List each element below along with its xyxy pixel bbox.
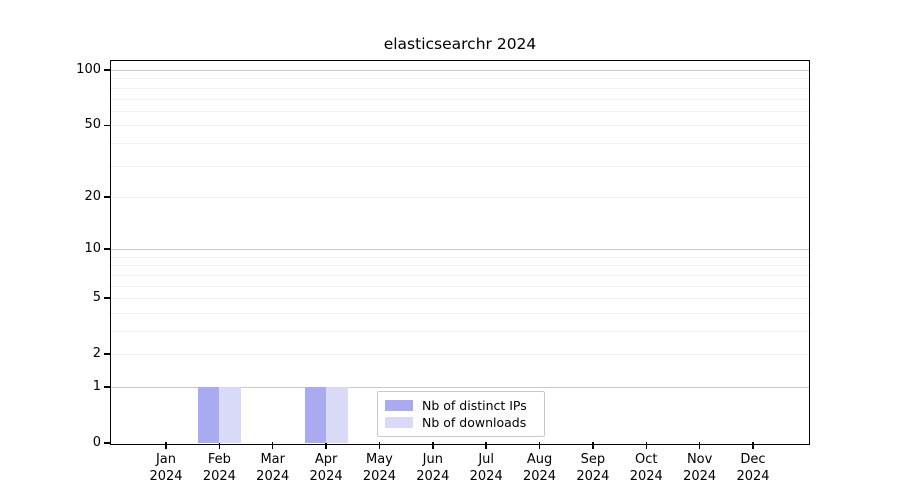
legend-item-downloads: Nb of downloads xyxy=(385,415,537,430)
y-tick-mark xyxy=(103,442,110,444)
y-tick-label: 2 xyxy=(92,346,101,362)
minor-gridline xyxy=(111,125,809,127)
minor-gridline xyxy=(111,196,809,198)
minor-gridline xyxy=(111,78,809,80)
bar-distinct-ips xyxy=(304,386,327,443)
legend-swatch-distinct-ips xyxy=(385,400,413,411)
bar-downloads xyxy=(219,386,241,443)
major-gridline xyxy=(111,70,809,72)
legend-item-distinct-ips: Nb of distinct IPs xyxy=(385,398,537,413)
minor-gridline xyxy=(111,354,809,356)
y-tick-mark xyxy=(103,297,110,299)
minor-gridline xyxy=(111,256,809,258)
bar-downloads xyxy=(326,386,348,443)
y-tick-label: 10 xyxy=(84,241,101,257)
x-tick-mark xyxy=(485,442,487,449)
chart-title: elasticsearchr 2024 xyxy=(383,35,537,53)
y-tick-label: 5 xyxy=(92,290,101,306)
x-tick-label: May 2024 xyxy=(362,452,396,484)
x-tick-mark xyxy=(538,442,541,449)
x-tick-mark xyxy=(752,442,754,449)
major-gridline xyxy=(111,386,809,388)
x-tick-mark xyxy=(592,442,594,449)
x-tick-mark xyxy=(645,442,648,449)
x-tick-mark xyxy=(378,442,381,449)
x-tick-mark xyxy=(325,442,327,449)
legend-label-downloads: Nb of downloads xyxy=(422,415,527,430)
y-tick-mark xyxy=(103,386,110,388)
y-tick-mark xyxy=(103,196,110,198)
minor-gridline xyxy=(111,312,809,314)
y-tick-label: 50 xyxy=(84,117,101,133)
minor-gridline xyxy=(111,265,809,267)
x-tick-mark xyxy=(218,442,221,449)
minor-gridline xyxy=(111,142,809,144)
y-tick-label: 1 xyxy=(92,378,101,394)
minor-gridline xyxy=(111,98,809,100)
minor-gridline xyxy=(111,285,809,287)
y-tick-mark xyxy=(103,248,110,250)
x-tick-label: Mar 2024 xyxy=(256,452,290,484)
y-tick-mark xyxy=(103,69,110,71)
plot-area: 0 1 2 5 10 20 50 100 Jan 2024 Feb 2024 Mar 2024 Apr 202… xyxy=(76,60,810,484)
x-tick-mark xyxy=(271,442,274,449)
y-tick-label: 20 xyxy=(84,188,101,204)
x-tick-label: Oct 2024 xyxy=(629,452,663,484)
x-tick-label: Jun 2024 xyxy=(416,452,450,484)
y-tick-mark xyxy=(103,124,110,127)
x-tick-label: Apr 2024 xyxy=(309,452,343,484)
legend-label-distinct-ips: Nb of distinct IPs xyxy=(422,398,527,413)
y-tick-mark xyxy=(103,353,110,355)
minor-gridline xyxy=(111,274,809,276)
x-tick-label: Sep 2024 xyxy=(576,452,610,484)
legend: Nb of distinct IPs Nb of downloads xyxy=(377,391,545,437)
x-tick-label: Feb 2024 xyxy=(202,452,236,484)
y-tick-label: 0 xyxy=(92,435,101,450)
x-tick-mark xyxy=(698,442,701,449)
y-tick-label: 100 xyxy=(76,62,101,78)
minor-gridline xyxy=(111,298,809,300)
x-tick-label: Nov 2024 xyxy=(683,452,717,484)
x-tick-label: Jan 2024 xyxy=(149,452,183,484)
x-tick-label: Aug 2024 xyxy=(522,452,557,484)
x-tick-mark xyxy=(165,442,167,449)
major-gridline xyxy=(111,249,809,251)
minor-gridline xyxy=(111,330,809,332)
minor-gridline xyxy=(111,110,809,112)
minor-gridline xyxy=(111,87,809,89)
minor-gridline xyxy=(111,165,809,167)
legend-swatch-downloads xyxy=(385,417,413,428)
x-tick-label: Jul 2024 xyxy=(469,452,503,484)
x-tick-label: Dec 2024 xyxy=(736,452,770,484)
bar-distinct-ips xyxy=(197,386,220,443)
x-tick-mark xyxy=(432,442,434,449)
